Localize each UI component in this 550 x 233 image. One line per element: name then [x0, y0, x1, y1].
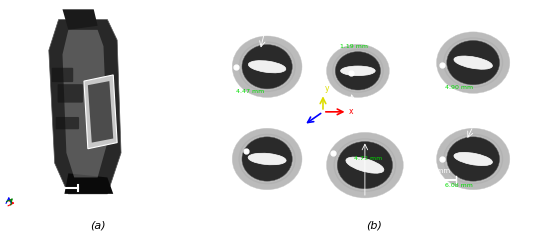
Polygon shape	[88, 81, 113, 143]
Ellipse shape	[327, 44, 389, 97]
Text: y: y	[324, 84, 329, 93]
FancyBboxPatch shape	[52, 68, 73, 82]
Polygon shape	[64, 173, 113, 194]
Ellipse shape	[337, 141, 393, 189]
Text: arm 2 clamp 1: arm 2 clamp 1	[337, 204, 393, 213]
Ellipse shape	[437, 32, 510, 93]
FancyBboxPatch shape	[58, 84, 83, 103]
Text: 2 mm: 2 mm	[430, 168, 450, 174]
Text: span - clamp 2: span - clamp 2	[239, 120, 295, 129]
Text: 4.72 mm: 4.72 mm	[354, 157, 382, 161]
Ellipse shape	[447, 137, 499, 181]
Ellipse shape	[346, 157, 384, 173]
Text: x: x	[349, 107, 354, 116]
Ellipse shape	[242, 45, 292, 89]
Text: (a): (a)	[166, 198, 180, 208]
Ellipse shape	[336, 52, 381, 90]
Text: 1.19 mm: 1.19 mm	[340, 44, 368, 49]
Text: arm 2 clamp 2: arm 2 clamp 2	[446, 120, 501, 129]
Polygon shape	[63, 9, 98, 30]
Text: span - clamp 1: span - clamp 1	[445, 97, 502, 106]
Text: span - clamp 1: span - clamp 1	[236, 196, 288, 202]
Text: 4.90 mm: 4.90 mm	[445, 85, 473, 90]
Text: 10 mm: 10 mm	[24, 171, 60, 182]
Polygon shape	[49, 20, 121, 194]
Ellipse shape	[437, 128, 510, 190]
Text: 4.47 mm: 4.47 mm	[235, 89, 264, 94]
Text: span - clamp 1: span - clamp 1	[329, 116, 386, 125]
Polygon shape	[84, 75, 117, 149]
Text: 6.08 mm: 6.08 mm	[446, 183, 473, 188]
Text: (a): (a)	[90, 221, 106, 231]
Ellipse shape	[340, 66, 375, 76]
Ellipse shape	[249, 61, 286, 73]
FancyBboxPatch shape	[56, 117, 79, 129]
Text: span - clamp 2: span - clamp 2	[295, 120, 351, 129]
Ellipse shape	[454, 56, 492, 69]
Ellipse shape	[242, 137, 292, 181]
Text: (b): (b)	[366, 221, 382, 231]
Ellipse shape	[232, 128, 302, 190]
Text: (b): (b)	[522, 200, 536, 210]
Polygon shape	[63, 30, 107, 178]
Ellipse shape	[248, 153, 286, 165]
Ellipse shape	[327, 132, 403, 198]
Ellipse shape	[454, 152, 492, 166]
Ellipse shape	[447, 41, 499, 85]
Text: arm 1 clamp 2: arm 1 clamp 2	[446, 15, 501, 24]
Ellipse shape	[232, 36, 302, 97]
Text: arm 1 clamp 1: arm 1 clamp 1	[239, 15, 295, 24]
